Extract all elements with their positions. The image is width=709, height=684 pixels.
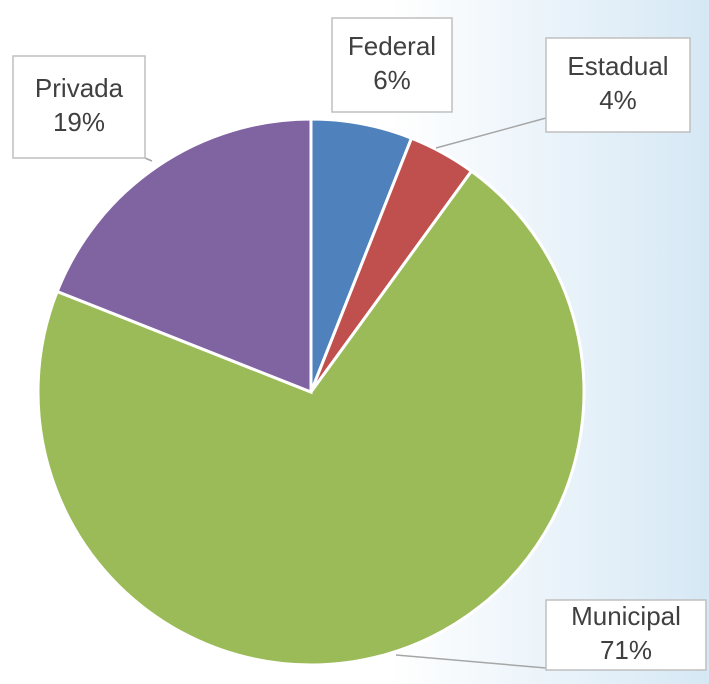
leader-line — [435, 117, 547, 149]
value-label: 4% — [599, 85, 637, 115]
category-label: Estadual — [567, 51, 668, 81]
pie-slice — [36, 169, 586, 667]
leader-line — [395, 654, 547, 669]
label-box — [12, 55, 146, 159]
value-label: 71% — [600, 635, 652, 665]
label-box — [331, 17, 453, 113]
leader-line — [144, 157, 153, 162]
value-label: 6% — [373, 65, 411, 95]
label-box — [545, 599, 707, 671]
category-label: Federal — [348, 31, 436, 61]
category-label: Privada — [35, 73, 124, 103]
label-box — [545, 37, 691, 133]
pie-slice — [55, 117, 313, 395]
value-label: 19% — [53, 107, 105, 137]
category-label: Municipal — [571, 601, 681, 631]
